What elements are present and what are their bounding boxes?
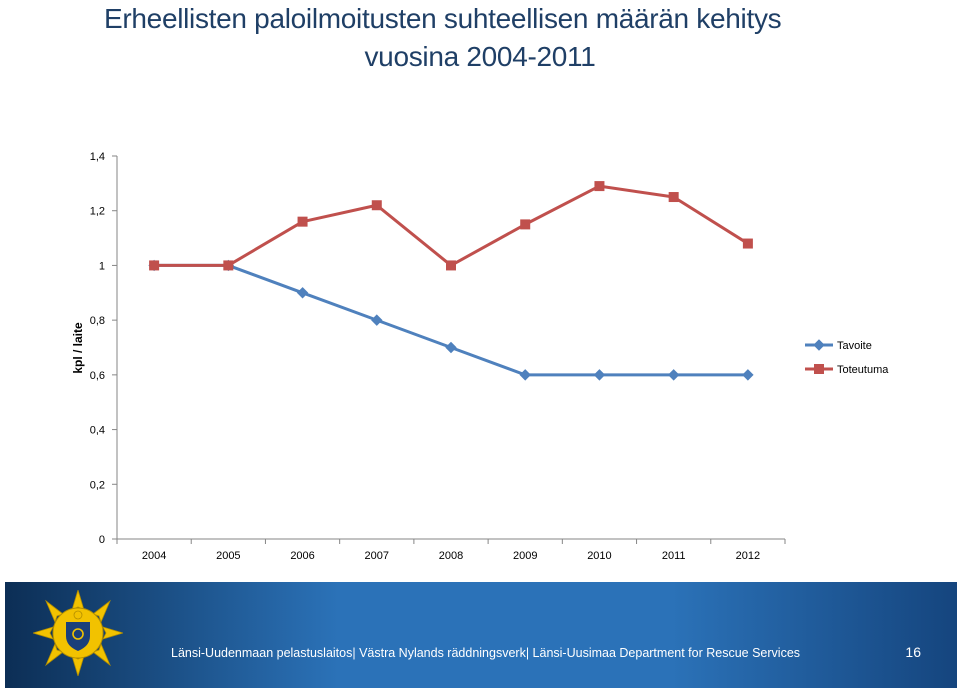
y-tick-label: 1,2 — [90, 206, 105, 218]
footer-banner: Länsi-Uudenmaan pelastuslaitos| Västra N… — [5, 582, 957, 688]
data-point-tavoite — [371, 314, 383, 326]
data-point-tavoite — [445, 341, 457, 354]
data-point-tavoite — [742, 369, 754, 381]
y-tick-label: 1 — [99, 260, 105, 272]
data-point-toteutuma — [742, 238, 753, 249]
title-line-2: vuosina 2004-2011 — [364, 41, 596, 72]
series-line-toteutuma — [154, 184, 749, 267]
data-point-toteutuma — [520, 219, 531, 230]
y-axis-label: kpl / laite — [71, 322, 85, 374]
x-tick-label: 2011 — [662, 550, 686, 562]
line-chart: kpl / laite 0 0,2 0,4 0,6 0,8 1 1,2 1,4 2004 2005… — [71, 151, 889, 562]
x-tick-label: 2004 — [142, 550, 166, 562]
x-tick-label: 2007 — [365, 550, 389, 562]
legend-item-toteutuma: Toteutuma — [805, 364, 889, 376]
rescue-services-emblem-icon — [31, 588, 125, 681]
data-point-toteutuma — [371, 200, 382, 211]
data-point-toteutuma — [223, 260, 234, 271]
page-title: Erheellisten paloilmoitusten suhteellise… — [0, 0, 960, 76]
series-line-tavoite — [154, 263, 748, 377]
legend-label-tavoite: Tavoite — [837, 340, 872, 352]
y-tick-label: 0,2 — [90, 479, 105, 491]
y-tick-label: 1,4 — [90, 151, 105, 163]
legend-marker-tavoite — [813, 339, 825, 351]
data-point-toteutuma — [446, 260, 456, 271]
data-point-tavoite — [296, 287, 309, 299]
data-point-tavoite — [593, 369, 606, 381]
y-tick-label: 0,4 — [90, 425, 105, 437]
data-point-toteutuma — [149, 260, 160, 271]
page-number: 16 — [905, 644, 921, 660]
organization-names: Länsi-Uudenmaan pelastuslaitos| Västra N… — [171, 646, 801, 660]
legend-marker-toteutuma — [814, 364, 824, 374]
data-point-tavoite — [667, 369, 680, 381]
x-tick-label: 2006 — [290, 550, 314, 562]
data-point-toteutuma — [594, 181, 605, 192]
legend-label-toteutuma: Toteutuma — [837, 364, 889, 376]
data-point-toteutuma — [297, 216, 308, 227]
data-point-toteutuma — [668, 192, 679, 203]
x-tick-label: 2009 — [513, 550, 537, 562]
legend-item-tavoite: Tavoite — [805, 339, 872, 352]
title-line-1: Erheellisten paloilmoitusten suhteellise… — [104, 3, 782, 34]
x-tick-label: 2005 — [216, 550, 240, 562]
x-tick-label: 2008 — [439, 550, 463, 562]
y-tick-label: 0,8 — [90, 315, 105, 327]
y-tick-label: 0 — [99, 534, 105, 546]
x-tick-label: 2012 — [736, 550, 760, 562]
y-tick-label: 0,6 — [90, 370, 105, 382]
x-tick-label: 2010 — [587, 550, 611, 562]
data-point-tavoite — [519, 369, 531, 381]
